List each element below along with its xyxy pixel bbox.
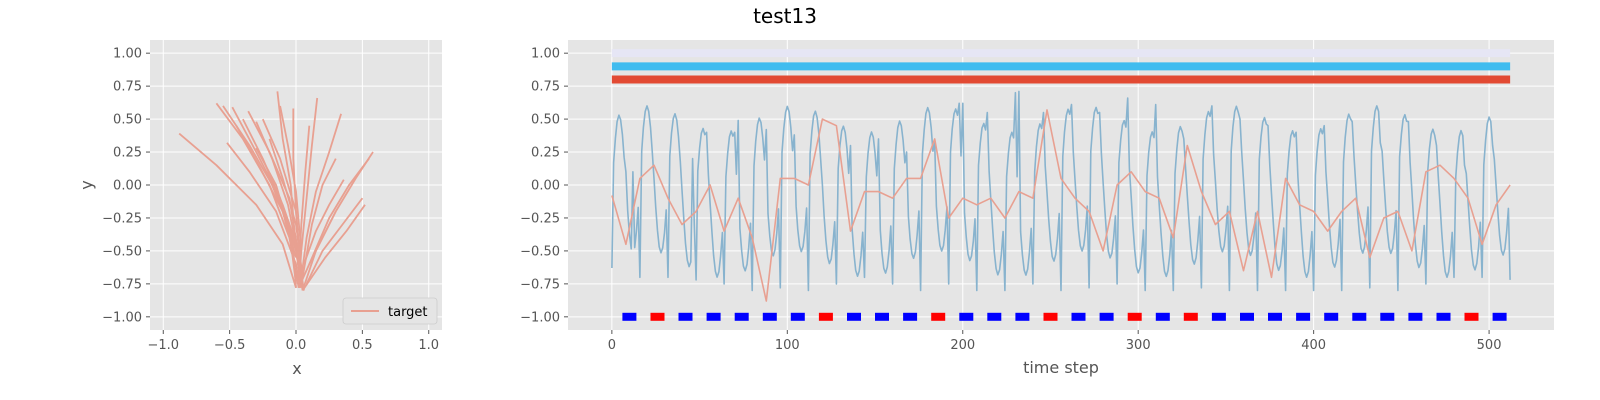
target-trajectory-line: [299, 113, 342, 288]
event-marker: [1099, 312, 1114, 321]
event-marker: [987, 312, 1002, 321]
event-marker: [1324, 312, 1339, 321]
trajectory-plot-x-ticks: −1.0 −0.5 0.0 0.5 1.0: [147, 330, 439, 353]
target-trajectory-line: [301, 204, 366, 292]
time-series-plot-y-tick-label: −1.00: [520, 310, 560, 325]
event-marker: [1211, 312, 1226, 321]
time-series-plot-x-ticks: 0 100 200 300 400 500: [608, 330, 1502, 353]
time-series-plot-y-ticks: 1.00 0.75 0.50 0.25 0.00 −0.25 −0.50 −0.75 −1.00: [520, 47, 568, 325]
time-series-plot-y-tick-label: −0.50: [520, 244, 560, 259]
time-series-plot-x-tick-label: 300: [1126, 338, 1151, 353]
event-marker: [1127, 312, 1142, 321]
trajectory-plot-y-tick-label: 0.00: [113, 179, 142, 194]
event-marker: [1380, 312, 1395, 321]
event-marker: [1071, 312, 1086, 321]
event-marker: [1015, 312, 1030, 321]
time-series-plot-y-tick-label: 1.00: [531, 47, 560, 62]
event-marker: [931, 312, 946, 321]
event-marker: [1296, 312, 1311, 321]
target-trajectory-line: [301, 158, 337, 278]
event-marker: [1183, 312, 1198, 321]
event-marker: [706, 312, 721, 321]
trajectory-plot-x-tick-label: −0.5: [214, 338, 246, 353]
target-trajectory-line: [255, 121, 300, 258]
event-marker: [847, 312, 861, 321]
trajectory-plot-y-label: y: [77, 180, 96, 189]
legend-label-target: target: [388, 305, 428, 320]
trajectory-plot-y-tick-label: 0.75: [113, 80, 142, 95]
event-marker: [1240, 312, 1254, 321]
trajectory-plot-y-tick-label: 1.00: [113, 47, 142, 62]
trajectory-plot-y-tick-label: −1.00: [102, 310, 142, 325]
target-trajectory-line: [242, 118, 300, 252]
time-series-plot-x-tick-label: 0: [608, 338, 616, 353]
event-marker: [1492, 312, 1507, 321]
event-marker: [1464, 312, 1479, 321]
event-marker: [1155, 312, 1170, 321]
event-marker: [1043, 312, 1058, 321]
time-series-plot-x-tick-label: 400: [1301, 338, 1326, 353]
time-series-plot-y-tick-label: 0.50: [531, 113, 560, 128]
event-marker: [790, 312, 805, 321]
event-marker: [762, 312, 777, 321]
event-marker: [1268, 312, 1282, 321]
event-marker: [678, 312, 693, 321]
orange-signal-line: [611, 109, 1511, 302]
trajectory-plot-x-label: x: [292, 359, 301, 378]
trajectory-plot-legend: target: [342, 297, 438, 325]
event-marker: [875, 312, 889, 321]
figure-title: test13: [753, 4, 817, 28]
target-trajectory-line: [279, 105, 303, 251]
trajectory-plot-y-tick-label: 0.25: [113, 146, 142, 161]
time-series-plot-x-tick-label: 100: [775, 338, 800, 353]
trajectory-plot-y-tick-label: −0.25: [102, 211, 142, 226]
trajectory-plot-x-tick-label: 1.0: [418, 338, 439, 353]
target-trajectory-line: [276, 91, 303, 288]
trajectory-plot-y-ticks: 1.00 0.75 0.50 0.25 0.00 −0.25 −0.50 −0.75 −1.00: [102, 47, 150, 325]
trajectory-plot-lines: [178, 91, 374, 292]
time-series-plot-x-tick-label: 500: [1477, 338, 1502, 353]
time-series-plot-y-tick-label: −0.75: [520, 277, 560, 292]
time-series-plot-markers: [622, 312, 1507, 321]
time-series-plot-y-tick-label: −0.25: [520, 211, 560, 226]
target-trajectory-line: [305, 197, 364, 285]
target-trajectory-line: [303, 179, 345, 265]
target-trajectory-line: [265, 171, 297, 288]
event-marker: [903, 312, 918, 321]
trajectory-plot: −1.0 −0.5 0.0 0.5 1.0 1.00 0.75 0.50 0.25 0.00 −0…: [77, 40, 442, 378]
time-series-plot-lines: [611, 90, 1511, 302]
time-series-plot: 0 100 200 300 400 500 1.00 0.75 0.50 0.25 0.00 −0.…: [520, 40, 1554, 377]
trajectory-plot-y-tick-label: −0.75: [102, 277, 142, 292]
target-trajectory-line: [178, 132, 297, 289]
target-trajectory-line: [292, 108, 301, 265]
time-series-plot-y-tick-label: 0.75: [531, 80, 560, 95]
time-series-plot-x-label: time step: [1023, 358, 1099, 377]
event-marker: [1408, 312, 1423, 321]
time-series-plot-y-tick-label: 0.25: [531, 146, 560, 161]
time-series-plot-y-tick-label: 0.00: [531, 179, 560, 194]
trajectory-plot-x-tick-label: 0.0: [286, 338, 307, 353]
event-marker: [650, 312, 665, 321]
legend-box: [342, 297, 438, 325]
time-series-plot-bands: [611, 49, 1511, 84]
target-trajectory-line: [255, 147, 297, 285]
trajectory-plot-y-tick-label: 0.50: [113, 113, 142, 128]
event-marker: [959, 312, 974, 321]
event-marker: [622, 312, 637, 321]
event-marker: [1436, 312, 1451, 321]
trajectory-plot-x-tick-label: 0.5: [352, 338, 373, 353]
event-marker: [818, 312, 833, 321]
target-trajectory-line: [297, 97, 319, 288]
event-marker: [1352, 312, 1367, 321]
time-series-plot-x-tick-label: 200: [950, 338, 975, 353]
target-trajectory-line: [308, 158, 370, 265]
target-trajectory-line: [297, 210, 337, 289]
trajectory-plot-y-tick-label: −0.50: [102, 244, 142, 259]
blue-signal-line: [611, 90, 1511, 292]
trajectory-plot-x-tick-label: −1.0: [147, 338, 179, 353]
target-trajectory-line: [226, 142, 301, 288]
target-trajectory-line: [297, 125, 311, 278]
event-marker: [734, 312, 749, 321]
